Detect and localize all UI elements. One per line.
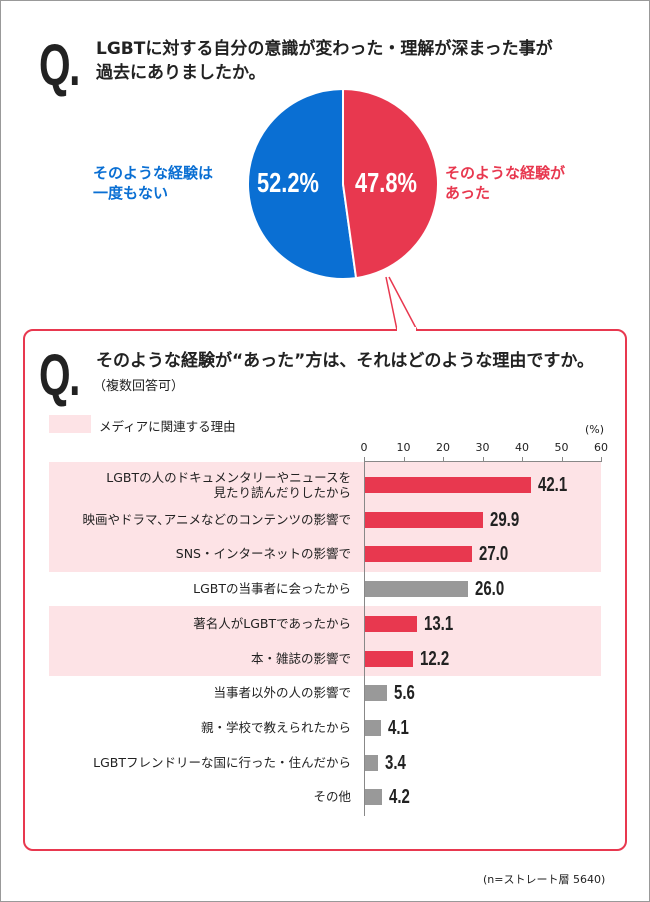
bar — [365, 685, 388, 702]
x-tick-label: 20 — [436, 441, 450, 454]
unit-label: (%) — [585, 423, 605, 436]
pie-value-no: 52.2% — [257, 167, 319, 198]
bar-value: 4.1 — [388, 716, 410, 739]
x-tick-label: 30 — [475, 441, 490, 454]
bar-label: LGBTの人のドキュメンタリーやニュースを 見たり読んだりしたから — [106, 470, 351, 500]
x-tick-mark — [601, 457, 602, 462]
bar-label: LGBTフレンドリーな国に行った・住んだから — [93, 754, 351, 770]
legend-swatch — [49, 415, 91, 433]
bar-label: 親・学校で教えられたから — [200, 719, 351, 735]
bar-value: 26.0 — [474, 578, 504, 601]
x-tick-mark — [443, 457, 444, 462]
bar-label: その他 — [313, 789, 351, 805]
bar-label: LGBTの当事者に会ったから — [193, 581, 351, 597]
question-mark-1: Q. — [39, 33, 80, 98]
callout-pointer — [385, 276, 419, 331]
bar-value: 29.9 — [490, 508, 520, 531]
legend-label: メディアに関連する理由 — [99, 419, 236, 434]
media-band — [49, 606, 601, 676]
bar-label: 当事者以外の人の影響で — [213, 685, 351, 701]
x-tick-label: 0 — [360, 441, 368, 454]
bar-label: 映画やドラマ､アニメなどのコンテンツの影響で — [82, 511, 351, 527]
y-axis-line — [364, 461, 365, 816]
pie-chart — [247, 87, 439, 331]
bar-value: 13.1 — [423, 612, 453, 635]
x-tick-label: 60 — [594, 441, 608, 454]
x-tick-mark — [522, 457, 523, 462]
question-2-line1: そのような経験が“あった”方は、それはどのような理由ですか。 — [96, 351, 595, 371]
x-tick-mark — [482, 457, 484, 462]
x-tick-label: 50 — [554, 441, 569, 454]
bar — [365, 789, 382, 806]
sample-note: (n=ストレート層 5640) — [483, 873, 606, 886]
pie-slice-no — [247, 87, 358, 280]
bar-value: 12.2 — [420, 647, 450, 670]
bar — [365, 754, 379, 771]
bar — [365, 650, 414, 667]
x-tick-label: 10 — [396, 441, 411, 454]
bar — [365, 719, 382, 736]
question-1-line2: 過去にありましたか。 — [96, 63, 266, 83]
question-mark-2: Q. — [39, 343, 80, 408]
pie-slice-yes — [342, 87, 439, 280]
pie-label-no: そのような経験は 一度もない — [93, 164, 214, 202]
pie-value-yes: 47.8% — [355, 167, 417, 198]
bar — [365, 581, 468, 598]
bar — [365, 615, 417, 632]
x-tick-mark — [561, 457, 563, 462]
question-2-line2: （複数回答可） — [93, 379, 185, 394]
bar-value: 27.0 — [478, 543, 508, 566]
bar-label: SNS・インターネットの影響で — [175, 546, 351, 562]
pie-label-yes: そのような経験が あった — [445, 164, 566, 202]
x-tick-label: 40 — [515, 441, 529, 454]
bar-value: 5.6 — [394, 682, 415, 705]
bar — [365, 511, 484, 528]
x-tick-mark — [403, 457, 405, 462]
bar-label: 本・雑誌の影響で — [250, 650, 351, 666]
bar — [365, 477, 532, 493]
bar-label: 著名人がLGBTであったから — [193, 615, 351, 631]
bar-value: 4.2 — [388, 786, 410, 809]
x-tick-mark — [364, 457, 365, 462]
question-1-line1: LGBTに対する自分の意識が変わった・理解が深まった事が — [96, 39, 553, 59]
bar — [365, 546, 472, 563]
bar-value: 42.1 — [538, 474, 568, 496]
bar-value: 3.4 — [385, 751, 407, 774]
reasons-panel — [23, 329, 627, 851]
